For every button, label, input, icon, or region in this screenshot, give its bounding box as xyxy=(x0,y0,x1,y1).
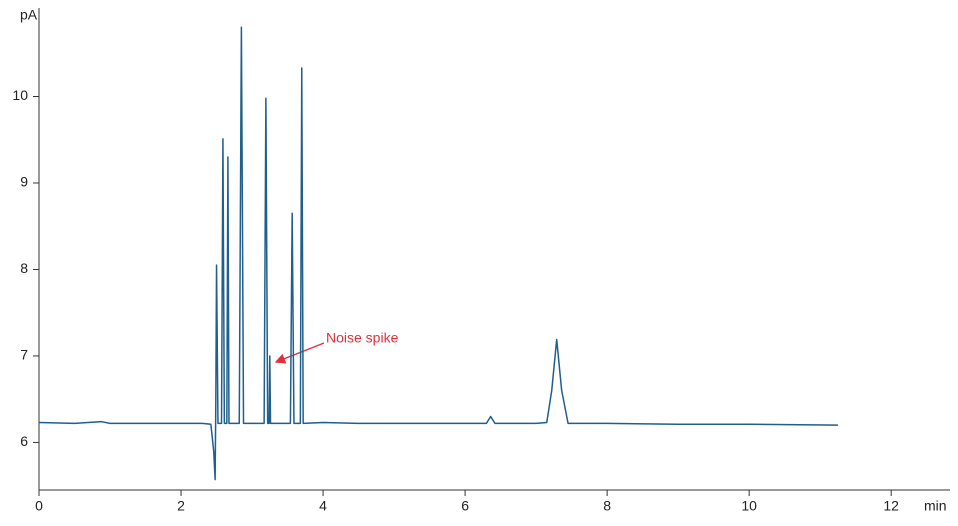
y-tick-label: 9 xyxy=(20,174,28,190)
x-tick-label: 8 xyxy=(603,498,611,514)
x-tick-label: 12 xyxy=(883,498,899,514)
x-tick-label: 0 xyxy=(35,498,43,514)
y-tick-label: 7 xyxy=(20,347,28,363)
y-tick-label: 6 xyxy=(20,433,28,449)
chromatogram-line xyxy=(38,26,838,481)
x-tick-label: 10 xyxy=(741,498,757,514)
y-axis-label: pA xyxy=(20,7,38,23)
x-axis-label: min xyxy=(924,498,947,514)
x-tick-label: 2 xyxy=(177,498,185,514)
y-tick-label: 8 xyxy=(20,260,28,276)
x-tick-label: 6 xyxy=(461,498,469,514)
annotation: Noise spike xyxy=(326,330,399,346)
y-tick-label: 10 xyxy=(12,87,28,103)
x-tick-label: 4 xyxy=(319,498,327,514)
